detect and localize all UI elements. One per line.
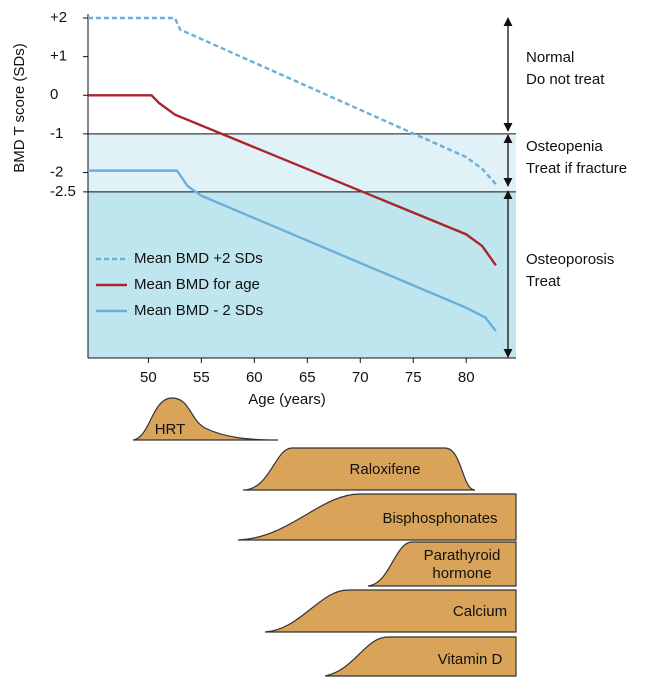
zone-label: Treat — [526, 273, 561, 290]
treatment-shape — [132, 397, 279, 441]
series-line — [88, 94, 497, 266]
x-tick-label: 65 — [299, 369, 316, 386]
treatment-label: HRT — [155, 421, 186, 438]
treatment-shape — [367, 541, 517, 587]
treatment-shape — [242, 447, 476, 491]
x-tick-label: 70 — [352, 369, 369, 386]
series-line — [88, 16, 497, 185]
series-line — [88, 169, 497, 332]
treatment-shape — [264, 589, 517, 633]
x-tick-label: 60 — [246, 369, 263, 386]
treatment-label: Vitamin D — [438, 651, 503, 668]
treatments — [132, 397, 517, 677]
treatment-label: Parathyroid — [424, 547, 501, 564]
y-tick-label: 0 — [50, 86, 58, 103]
x-tick-label: 50 — [140, 369, 157, 386]
zone-label: Osteopenia — [526, 138, 603, 155]
zone-band — [88, 191, 516, 358]
treatment-label: Calcium — [453, 603, 507, 620]
legend-label: Mean BMD for age — [134, 276, 260, 293]
zone-label: Treat if fracture — [526, 160, 627, 177]
x-tick-label: 55 — [193, 369, 210, 386]
treatment-label: Bisphosphonates — [382, 510, 497, 527]
legend-label: Mean BMD - 2 SDs — [134, 302, 263, 319]
x-tick-label: 75 — [405, 369, 422, 386]
y-tick-label: -2.5 — [50, 183, 76, 200]
treatment-label: Raloxifene — [350, 461, 421, 478]
treatment-label: hormone — [432, 565, 491, 582]
x-tick-label: 80 — [458, 369, 475, 386]
treatment-shape — [237, 493, 517, 541]
x-axis-label: Age (years) — [248, 391, 326, 408]
y-tick-label: +2 — [50, 9, 67, 26]
treatment-shape — [324, 636, 517, 677]
y-tick-label: +1 — [50, 48, 67, 65]
zone-label: Normal — [526, 49, 574, 66]
zone-label: Osteoporosis — [526, 251, 614, 268]
plot — [87, 14, 516, 359]
y-axis-label: BMD T score (SDs) — [11, 43, 28, 172]
zone-label: Do not treat — [526, 71, 605, 88]
legend-label: Mean BMD +2 SDs — [134, 250, 263, 267]
zone-band — [88, 133, 516, 192]
y-tick-label: -2 — [50, 164, 63, 181]
y-tick-label: -1 — [50, 125, 63, 142]
